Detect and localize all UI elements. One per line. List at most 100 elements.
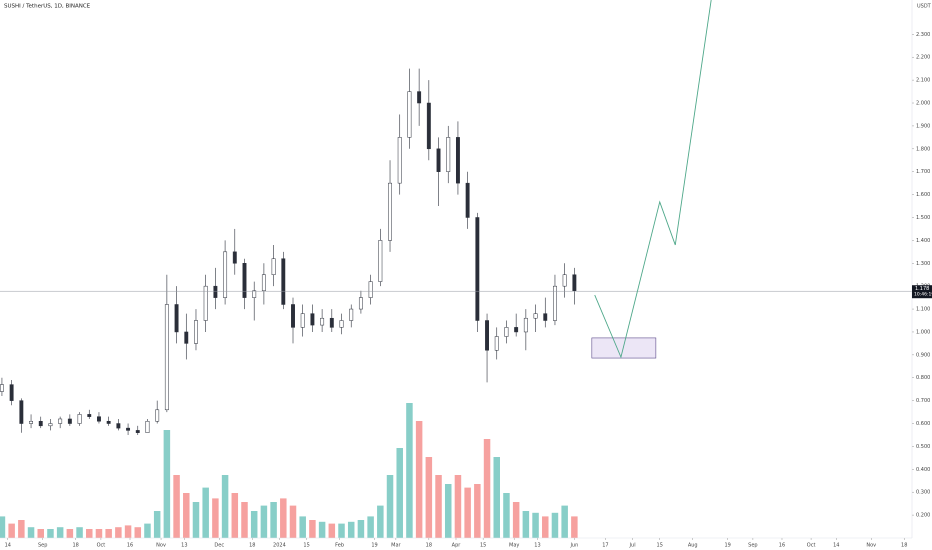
y-tick-label: 1.700 bbox=[916, 169, 930, 175]
x-tick-label: Dec bbox=[214, 543, 224, 549]
x-tick-label: Oct bbox=[97, 543, 106, 549]
candle-body bbox=[97, 416, 101, 422]
x-tick-label: 16 bbox=[779, 543, 785, 549]
volume-bar bbox=[406, 403, 413, 538]
volume-bar bbox=[76, 527, 83, 538]
x-tick-label: 18 bbox=[426, 543, 432, 549]
candle-body bbox=[29, 420, 33, 424]
candle-body bbox=[426, 102, 431, 150]
volume-bar bbox=[571, 516, 578, 538]
volume-bar bbox=[47, 529, 54, 538]
x-tick-label: 18 bbox=[72, 543, 78, 549]
candle-body bbox=[58, 418, 63, 424]
candle-body bbox=[465, 182, 470, 218]
volume-bar bbox=[27, 527, 35, 538]
x-tick-label: 16 bbox=[127, 543, 133, 549]
candle-body bbox=[0, 384, 4, 392]
countdown-label: 10:46:19 bbox=[914, 292, 932, 298]
candle-body bbox=[184, 331, 189, 344]
volume-bar bbox=[250, 511, 258, 538]
x-tick-label: Jul bbox=[629, 543, 636, 549]
volume-bar bbox=[318, 521, 326, 538]
volume-bar bbox=[56, 527, 64, 538]
candle-body bbox=[339, 320, 344, 328]
candle-body bbox=[164, 304, 169, 411]
candle-body bbox=[310, 313, 315, 326]
x-tick-label: 15 bbox=[480, 543, 486, 549]
y-tick-label: 1.300 bbox=[916, 261, 930, 267]
volume-bar bbox=[483, 439, 491, 538]
y-tick-label: 1.400 bbox=[916, 238, 930, 244]
volume-bar bbox=[503, 493, 510, 538]
candle-body bbox=[281, 258, 286, 305]
candle-body bbox=[106, 420, 111, 424]
volume-bar bbox=[115, 527, 122, 538]
volume-bar bbox=[357, 520, 365, 538]
x-tick-label: 14 bbox=[833, 543, 839, 549]
volume-bar bbox=[454, 475, 462, 538]
volume-bar bbox=[37, 529, 44, 538]
y-tick-label: 0.800 bbox=[916, 375, 930, 381]
candle-body bbox=[242, 263, 247, 298]
candle-body bbox=[174, 304, 179, 333]
target-zone bbox=[591, 337, 657, 359]
y-tick-label: 1.800 bbox=[916, 146, 930, 152]
volume-bar bbox=[241, 502, 248, 538]
volume-bar bbox=[512, 502, 520, 538]
candle-body bbox=[407, 91, 412, 138]
volume-bar bbox=[221, 475, 229, 538]
candle-body bbox=[349, 308, 354, 321]
volume-bar bbox=[415, 421, 423, 538]
axis-unit: USDT bbox=[917, 4, 932, 10]
x-tick-label: 17 bbox=[602, 543, 608, 549]
volume-bar bbox=[309, 520, 316, 538]
candle-body bbox=[203, 285, 208, 321]
candle-body bbox=[48, 423, 53, 427]
candle-body bbox=[67, 418, 72, 424]
volume-bar bbox=[260, 505, 268, 538]
x-tick-label: 19 bbox=[371, 543, 377, 549]
x-tick-label: Feb bbox=[335, 543, 344, 549]
candle-body bbox=[145, 420, 150, 433]
projection-line bbox=[594, 0, 712, 359]
x-tick-label: Apr bbox=[452, 543, 462, 549]
volume-bar bbox=[124, 525, 132, 538]
x-tick-label: 2024 bbox=[273, 543, 286, 549]
candle-body bbox=[223, 251, 228, 298]
candle-body bbox=[494, 336, 499, 351]
x-tick-label: 19 bbox=[724, 543, 730, 549]
candle-body bbox=[126, 427, 131, 431]
volume-bar bbox=[367, 516, 374, 538]
y-tick-label: 0.200 bbox=[916, 513, 930, 519]
x-tick-label: Nov bbox=[866, 543, 876, 549]
volume-bar bbox=[532, 512, 539, 538]
volume-bar bbox=[66, 529, 74, 538]
volume-pane bbox=[0, 403, 578, 538]
y-tick-label: 0.500 bbox=[916, 444, 930, 450]
candle-body bbox=[388, 182, 392, 241]
volume-bar bbox=[202, 487, 209, 538]
volume-bar bbox=[542, 516, 549, 538]
volume-bar bbox=[0, 516, 6, 538]
candle-body bbox=[533, 313, 538, 319]
candle-body bbox=[291, 304, 295, 328]
x-tick-label: 14 bbox=[5, 543, 11, 549]
volume-bar bbox=[493, 457, 500, 538]
y-tick-label: 0.900 bbox=[916, 352, 930, 358]
volume-bar bbox=[231, 493, 239, 538]
candle-body bbox=[232, 251, 237, 264]
candle-body bbox=[378, 240, 383, 282]
x-tick-label: 13 bbox=[534, 543, 540, 549]
candle-body bbox=[562, 274, 567, 287]
candle-body bbox=[271, 258, 276, 275]
x-tick-label: Nov bbox=[156, 543, 166, 549]
y-tick-label: 2.100 bbox=[916, 78, 930, 84]
candle-body bbox=[475, 217, 480, 321]
volume-bar bbox=[270, 502, 277, 538]
candle-body bbox=[329, 317, 334, 328]
volume-bar bbox=[8, 523, 15, 538]
volume-bar bbox=[134, 527, 142, 538]
x-tick-label: 15 bbox=[303, 543, 309, 549]
